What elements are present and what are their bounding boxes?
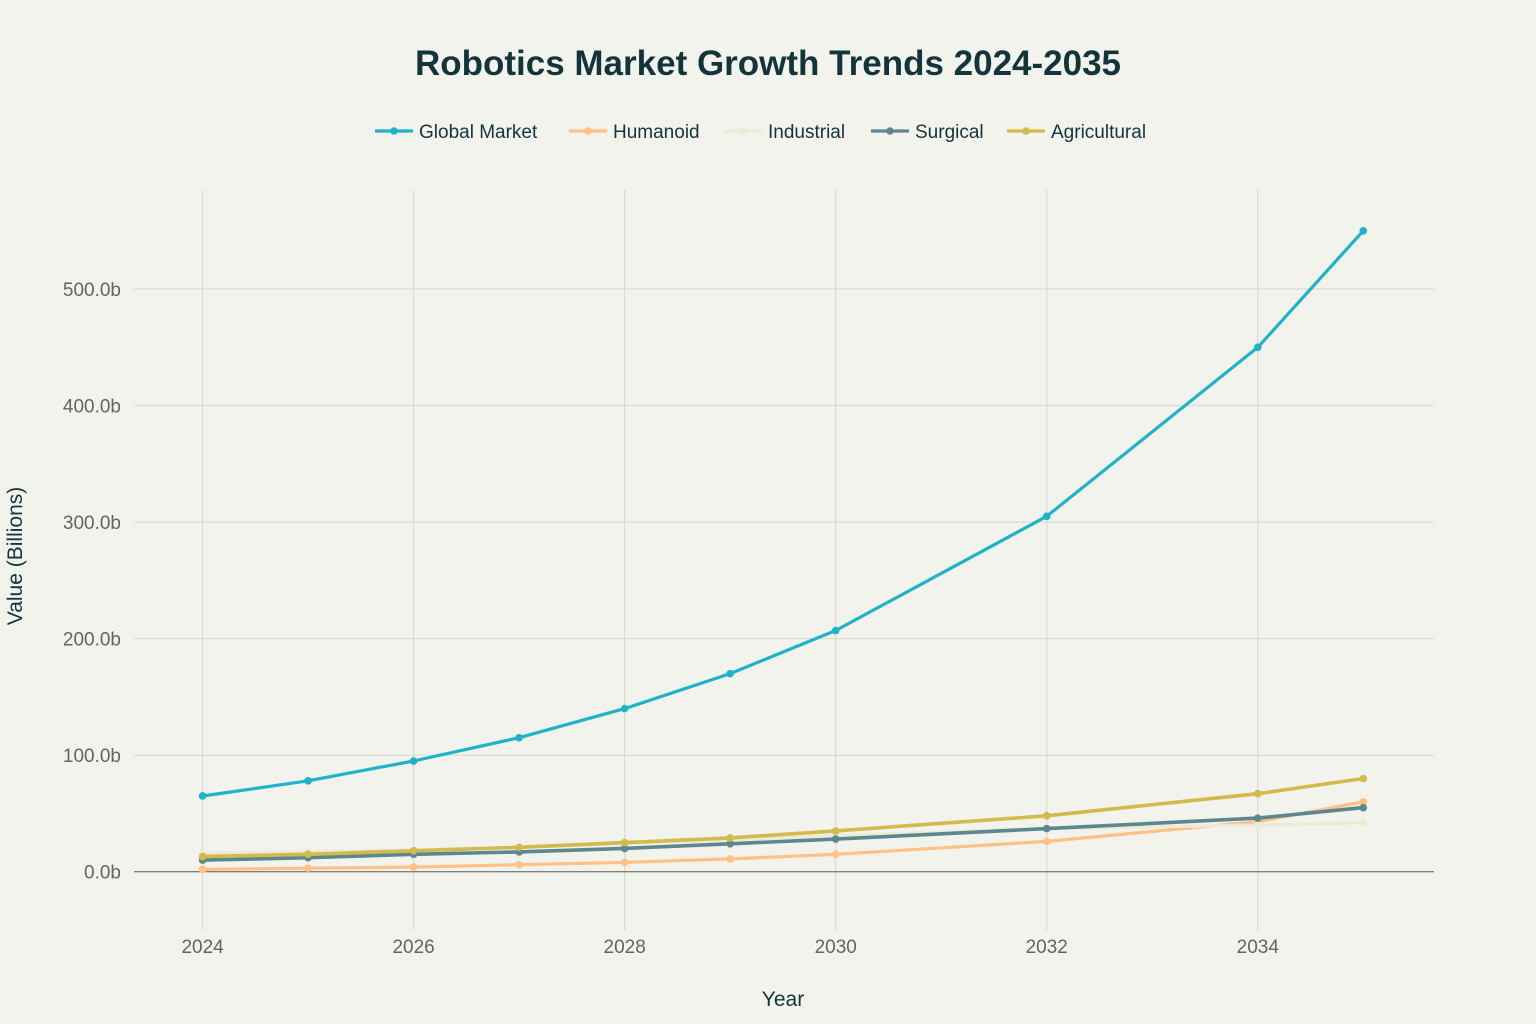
legend-item-industrial[interactable]: Industrial	[724, 122, 845, 143]
legend-marker	[1022, 127, 1030, 135]
legend[interactable]: Global Market Humanoid Industrial Surgical A…	[375, 122, 1146, 143]
x-axis-title: Year	[762, 988, 804, 1011]
data-point[interactable]	[726, 855, 734, 863]
x-tick-label: 2032	[1026, 937, 1068, 958]
data-point[interactable]	[620, 704, 629, 713]
data-point[interactable]	[1042, 837, 1051, 846]
legend-label: Global Market	[419, 122, 538, 143]
legend-item-agricultural[interactable]: Agricultural	[1007, 122, 1146, 143]
data-point[interactable]	[304, 850, 312, 859]
series-global-market[interactable]	[198, 226, 1368, 800]
x-tick-label: 2024	[181, 937, 224, 958]
data-point[interactable]	[1253, 343, 1262, 352]
data-point[interactable]	[304, 777, 312, 785]
data-point[interactable]	[1359, 818, 1368, 827]
series-line[interactable]	[201, 821, 1365, 855]
data-point[interactable]	[409, 757, 418, 765]
tick-labels: 2024 2026 2028 2030 2032 2034 0.0b 100.0b 200.0b…	[63, 280, 1279, 958]
data-point[interactable]	[1359, 798, 1368, 806]
data-point[interactable]	[515, 733, 523, 742]
data-point[interactable]	[620, 838, 629, 847]
y-tick-label: 500.0b	[63, 280, 121, 301]
data-point[interactable]	[409, 863, 418, 871]
data-point[interactable]	[1359, 774, 1368, 783]
y-axis-title: Value (Billions)	[4, 487, 27, 626]
data-point[interactable]	[409, 846, 418, 855]
legend-item-humanoid[interactable]: Humanoid	[569, 122, 700, 143]
y-tick-label: 300.0b	[63, 513, 121, 534]
data-point[interactable]	[1359, 803, 1368, 812]
series-line[interactable]	[201, 800, 1365, 872]
data-point[interactable]	[726, 834, 734, 842]
data-point[interactable]	[1253, 821, 1262, 829]
data-point[interactable]	[1042, 811, 1051, 820]
series-surgical[interactable]	[198, 803, 1368, 864]
legend-marker	[584, 127, 592, 135]
legend-label: Surgical	[915, 122, 984, 143]
x-tick-label: 2030	[815, 937, 857, 958]
y-tick-label: 400.0b	[63, 397, 121, 418]
legend-label: Industrial	[768, 122, 845, 143]
chart-title: Robotics Market Growth Trends 2024-2035	[415, 44, 1121, 83]
data-point[interactable]	[1042, 512, 1051, 521]
x-tick-label: 2028	[604, 937, 646, 958]
legend-label: Agricultural	[1051, 122, 1146, 143]
data-point[interactable]	[515, 843, 523, 852]
legend-label: Humanoid	[613, 122, 700, 143]
data-point[interactable]	[1253, 814, 1262, 822]
series-humanoid[interactable]	[198, 798, 1368, 874]
series-lines	[198, 226, 1368, 874]
data-point[interactable]	[831, 835, 840, 843]
legend-marker	[739, 127, 747, 135]
series-line[interactable]	[201, 229, 1365, 798]
grid-lines	[134, 190, 1434, 930]
data-point[interactable]	[831, 827, 840, 835]
y-tick-label: 200.0b	[63, 630, 121, 651]
data-point[interactable]	[620, 858, 629, 867]
data-point[interactable]	[304, 864, 312, 873]
legend-item-global-market[interactable]: Global Market	[375, 122, 538, 143]
series-line[interactable]	[200, 776, 1366, 859]
y-tick-label: 100.0b	[63, 746, 121, 767]
legend-item-surgical[interactable]: Surgical	[871, 122, 984, 143]
legend-marker	[886, 127, 894, 135]
y-tick-label: 0.0b	[84, 863, 121, 884]
data-point[interactable]	[1359, 226, 1368, 235]
series-line[interactable]	[200, 805, 1366, 862]
series-agricultural[interactable]	[198, 774, 1368, 861]
data-point[interactable]	[831, 850, 840, 859]
data-point[interactable]	[831, 626, 840, 635]
legend-marker	[390, 127, 398, 135]
data-point[interactable]	[198, 865, 207, 874]
data-point[interactable]	[198, 792, 207, 800]
x-tick-label: 2034	[1237, 937, 1280, 958]
data-point[interactable]	[515, 860, 523, 869]
x-tick-label: 2026	[392, 937, 434, 958]
data-point[interactable]	[1253, 789, 1262, 798]
data-point[interactable]	[726, 669, 734, 678]
data-point[interactable]	[1042, 824, 1051, 833]
data-point[interactable]	[620, 844, 629, 853]
data-point[interactable]	[726, 839, 734, 848]
data-point[interactable]	[198, 852, 207, 861]
